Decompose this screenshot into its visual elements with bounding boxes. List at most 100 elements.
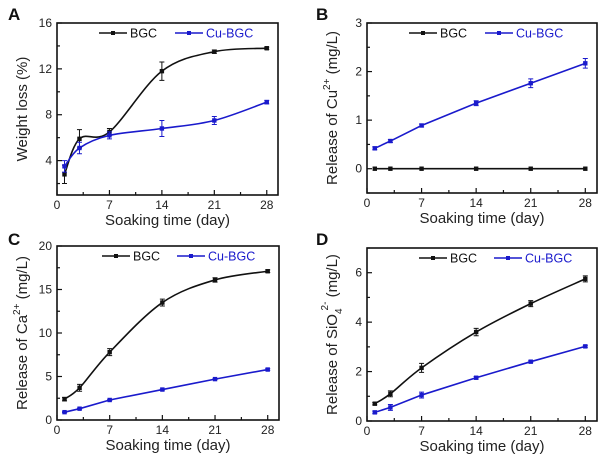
data-point	[583, 61, 588, 66]
legend-item-cu-bgc: Cu-BGC	[485, 27, 563, 41]
data-point	[473, 166, 479, 171]
legend-item-cu-bgc: Cu-BGC	[494, 252, 572, 266]
legend-label: Cu-BGC	[516, 27, 563, 41]
legend-label: BGC	[450, 252, 477, 266]
panel-label: B	[316, 5, 328, 24]
y-tick-label: 0	[355, 162, 362, 176]
x-tick-label: 21	[524, 196, 538, 210]
panel-a: A 0 7 14 21 28 4 8 12 16 Soaking time (day) Weight …	[8, 5, 279, 229]
x-axis-label: Soaking time (day)	[105, 437, 230, 454]
series-bgc	[62, 269, 271, 402]
x-axis-label: Soaking time (day)	[105, 212, 230, 229]
series-line	[64, 368, 268, 413]
legend-marker	[506, 256, 510, 260]
panel-c: C 0 7 14 21 28 0 5 10 15 20 Soaking time (day) Relea…	[8, 230, 280, 454]
series-bgc	[61, 46, 270, 185]
y-axis-label-text: Release of SiO	[324, 314, 341, 415]
y-axis-label-text: Release of Ca	[14, 314, 31, 410]
x-axis-label: Soaking time (day)	[419, 438, 544, 455]
x-tick-label: 14	[469, 424, 483, 438]
x-tick-label: 14	[156, 423, 170, 437]
x-tick-label: 7	[106, 198, 113, 212]
data-point	[107, 397, 112, 403]
legend-marker	[421, 31, 425, 35]
x-tick-label: 28	[579, 196, 593, 210]
legend-marker	[114, 254, 118, 258]
data-point	[107, 133, 112, 138]
y-axis-label-text: Release of Cu	[324, 90, 341, 185]
series-bgc	[372, 166, 588, 171]
data-point	[159, 68, 165, 74]
plot-frame	[56, 22, 279, 196]
legend-marker	[189, 254, 193, 258]
data-point	[583, 344, 588, 349]
data-point	[77, 145, 82, 151]
y-tick-label: 4	[45, 154, 52, 168]
series-line	[374, 62, 586, 150]
legend-label: Cu-BGC	[525, 252, 572, 266]
legend-item-bgc: BGC	[409, 27, 467, 41]
x-tick-label: 21	[208, 198, 222, 212]
y-axis-label: Weight loss (%)	[14, 57, 31, 162]
x-tick-label: 7	[418, 196, 425, 210]
panel-label: C	[8, 230, 20, 249]
series-line	[374, 278, 586, 405]
data-point	[528, 81, 533, 86]
y-tick-label: 3	[355, 16, 362, 30]
data-point	[419, 365, 424, 371]
x-tick-label: 0	[54, 423, 61, 437]
series-bgc	[372, 275, 588, 406]
plot-frame	[366, 22, 598, 194]
y-tick-label: 0	[355, 414, 362, 428]
plot-frame	[56, 245, 280, 421]
y-tick-label: 10	[39, 326, 53, 340]
data-point	[62, 172, 67, 177]
data-point	[264, 46, 269, 51]
data-point	[265, 269, 270, 274]
x-tick-label: 0	[364, 424, 371, 438]
data-point	[473, 375, 479, 380]
y-tick-label: 16	[39, 16, 53, 30]
series-cu-bgc	[61, 99, 270, 173]
y-tick-label: 15	[39, 283, 53, 297]
series-cu-bgc	[372, 344, 588, 415]
series-cu-bgc	[62, 367, 271, 415]
data-point	[583, 166, 588, 171]
series-line	[64, 270, 268, 400]
legend-item-bgc: BGC	[419, 252, 477, 266]
data-point	[77, 385, 82, 391]
y-axis-label-unit: (mg/L)	[324, 254, 341, 302]
data-point	[62, 396, 67, 402]
data-point	[372, 166, 377, 171]
x-tick-label: 7	[418, 424, 425, 438]
legend-item-cu-bgc: Cu-BGC	[177, 250, 255, 264]
x-tick-label: 14	[155, 198, 169, 212]
legend-marker	[187, 31, 191, 35]
data-point	[159, 126, 165, 131]
data-point	[528, 359, 533, 364]
legend-label: BGC	[133, 250, 160, 264]
data-point	[265, 367, 270, 372]
x-tick-label: 28	[260, 198, 274, 212]
data-point	[212, 376, 218, 382]
data-point	[372, 410, 377, 415]
x-tick-label: 0	[364, 196, 371, 210]
y-tick-label: 5	[45, 370, 52, 384]
data-point	[528, 166, 533, 171]
y-tick-label: 8	[45, 108, 52, 122]
data-point	[419, 166, 424, 171]
legend-item-bgc: BGC	[99, 27, 157, 41]
data-point	[160, 387, 165, 392]
data-point	[212, 277, 218, 283]
legend-label: Cu-BGC	[206, 27, 253, 41]
data-point	[388, 138, 393, 144]
panel-label: D	[316, 230, 328, 249]
y-axis-label-unit: (mg/L)	[324, 31, 341, 79]
y-tick-label: 4	[355, 315, 362, 329]
y-axis-label-superscript: 2+	[322, 78, 333, 90]
data-point	[62, 409, 67, 415]
y-tick-label: 0	[45, 413, 52, 427]
data-point	[388, 166, 393, 171]
y-axis-label-unit: (mg/L)	[14, 256, 31, 304]
